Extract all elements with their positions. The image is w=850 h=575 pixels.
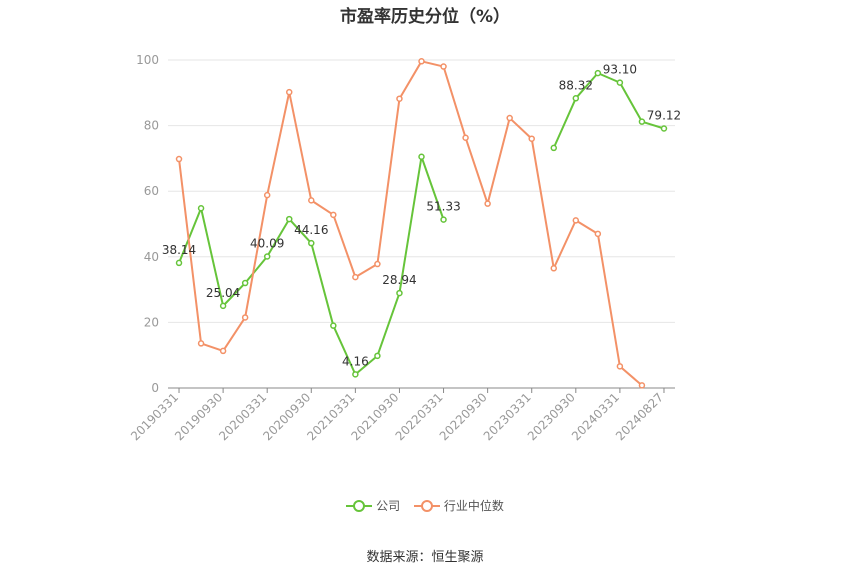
data-label-layer: 38.14 25.04 40.09 44.16 4.16 28.94 51.33 88.32 9… (162, 63, 681, 369)
point-company-20200331 (263, 253, 271, 260)
data-label-company-20230930: 88.32 (559, 78, 593, 92)
point-company-20190630 (197, 205, 205, 212)
y-tick-label-80: 80 (144, 119, 159, 133)
y-tick-label-100: 100 (136, 53, 159, 67)
point-company-20231231 (594, 69, 602, 77)
data-label-company-20190331: 38.14 (162, 243, 196, 257)
point-industry-median-20210331 (352, 273, 359, 281)
data-label-company-20200930: 44.16 (294, 223, 328, 237)
point-company-20211231 (418, 153, 425, 161)
point-industry-median-20230630 (550, 265, 558, 272)
point-company-20240630 (638, 118, 646, 125)
y-tick-label-60: 60 (144, 184, 159, 198)
point-industry-median-20200630 (285, 88, 293, 96)
data-source-note: 数据来源：恒生聚源 (366, 550, 484, 565)
chart-title: 市盈率历史分位（%） (339, 7, 511, 27)
point-industry-median-20200331 (263, 191, 271, 199)
data-label-company-20210331: 4.16 (342, 354, 369, 368)
legend-swatch-industry-median (413, 499, 440, 512)
point-company-20230930 (572, 95, 580, 102)
legend-label-company: 公司 (376, 499, 401, 513)
point-company-20210331 (352, 371, 359, 378)
data-label-company-20200331: 40.09 (250, 237, 284, 251)
point-industry-median-20240630 (638, 382, 646, 389)
series-line-industry-median-0 (178, 60, 643, 387)
point-industry-median-20200930 (308, 197, 315, 204)
legend: 公司 行业中位数 (0, 497, 850, 515)
data-label-company-20220331: 51.33 (426, 200, 460, 214)
legend-swatch-company (346, 499, 373, 512)
point-company-20230630 (550, 144, 558, 152)
point-industry-median-20220331 (440, 63, 447, 70)
point-industry-median-20211231 (418, 58, 425, 65)
legend-label-industry-median: 行业中位数 (443, 499, 504, 513)
series-line-company-0 (178, 155, 445, 376)
point-industry-median-20201231 (330, 211, 337, 219)
point-industry-median-20230930 (572, 217, 580, 224)
data-label-company-20210930: 28.94 (382, 273, 416, 287)
point-company-20210630 (374, 352, 381, 360)
y-tick-label-0: 0 (151, 381, 159, 395)
point-industry-median-20231231 (594, 230, 602, 238)
legend-item-company[interactable]: 公司 (346, 497, 400, 514)
point-industry-median-20190331 (175, 155, 183, 163)
series-layer (175, 58, 668, 389)
point-company-20210930 (396, 289, 403, 297)
point-company-20240827 (660, 125, 668, 132)
point-company-20240331 (616, 79, 624, 86)
point-company-20190930 (219, 302, 227, 310)
point-industry-median-20191231 (241, 314, 249, 321)
point-industry-median-20220930 (484, 200, 491, 207)
point-industry-median-20210930 (396, 95, 403, 102)
point-company-20220331 (440, 216, 447, 223)
data-label-company-20190930: 25.04 (206, 286, 240, 300)
point-company-20191231 (241, 279, 249, 287)
point-company-20190331 (175, 259, 183, 267)
point-company-20200930 (308, 239, 315, 247)
point-industry-median-20230331 (528, 135, 535, 142)
point-company-20200630 (285, 215, 293, 223)
point-industry-median-20221231 (506, 114, 513, 122)
y-tick-label-40: 40 (144, 250, 159, 264)
point-industry-median-20190930 (219, 347, 227, 355)
point-industry-median-20190630 (197, 340, 205, 347)
point-industry-median-20210630 (374, 260, 381, 268)
point-industry-median-20240331 (616, 363, 624, 370)
y-tick-label-20: 20 (144, 315, 159, 329)
point-company-20201231 (330, 322, 337, 329)
point-industry-median-20220630 (462, 134, 469, 141)
legend-item-industry-median[interactable]: 行业中位数 (413, 497, 504, 514)
x-tick-label-20240827: 20240827 (613, 390, 666, 443)
series-line-company-1 (552, 72, 665, 149)
data-label-company-20240331: 93.10 (603, 63, 637, 77)
data-label-company-20240827: 79.12 (647, 108, 681, 122)
